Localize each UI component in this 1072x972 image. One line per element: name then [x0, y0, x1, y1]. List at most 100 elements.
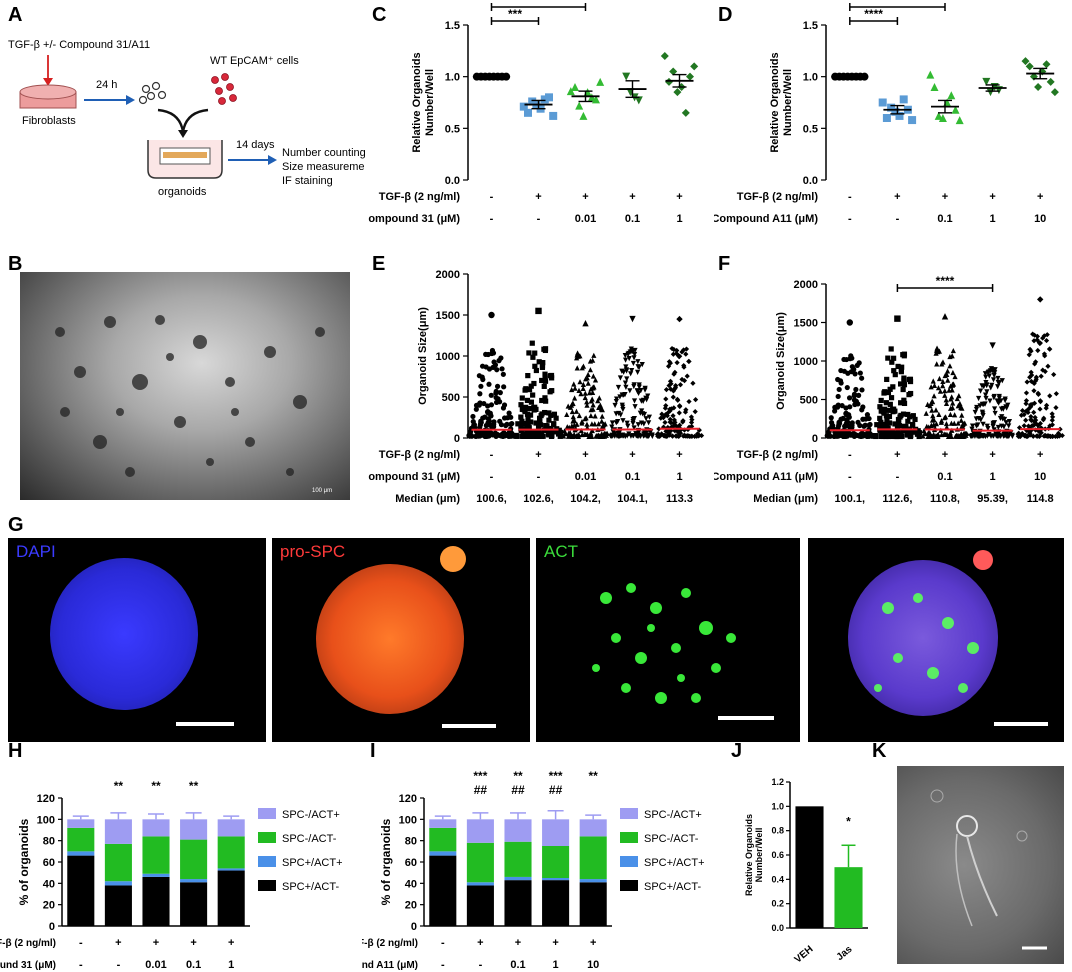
condition-row-label: TGF-β (2 ng/ml) — [737, 191, 819, 203]
bar-segment — [217, 868, 245, 871]
data-point — [855, 419, 861, 425]
data-point — [907, 414, 913, 420]
data-point — [506, 410, 512, 416]
data-point — [933, 407, 939, 413]
micrograph-texture: 100 μm — [55, 315, 332, 494]
data-point — [677, 353, 683, 359]
data-point — [942, 392, 948, 398]
data-point — [609, 420, 616, 426]
data-point — [950, 347, 956, 354]
merge-organoid — [848, 560, 998, 716]
condition-value: 0.1 — [625, 471, 640, 483]
data-point — [596, 395, 602, 401]
data-point — [590, 373, 596, 379]
data-point — [498, 433, 504, 439]
condition-row-label: Compound 31 (μM) — [368, 471, 460, 483]
data-point — [991, 395, 997, 401]
data-point — [526, 405, 532, 412]
data-point — [488, 311, 495, 319]
data-point — [828, 415, 834, 421]
data-point — [518, 427, 524, 434]
data-point — [490, 350, 497, 356]
data-point — [579, 420, 585, 426]
sig-stars: *** — [473, 769, 487, 783]
condition-row-label: Compound 31 (μM) — [368, 213, 460, 225]
data-point — [486, 381, 492, 387]
bar-segment — [142, 836, 170, 874]
data-point — [502, 72, 511, 81]
bar-segment — [142, 873, 170, 877]
data-point — [995, 379, 1001, 385]
data-point — [1019, 407, 1026, 414]
data-point — [527, 433, 534, 439]
sig-hashes: ## — [511, 783, 525, 797]
data-point — [900, 411, 907, 417]
fluor-act-image: ACT — [536, 538, 800, 742]
data-point — [634, 96, 643, 105]
data-point — [884, 421, 890, 427]
data-point — [554, 429, 560, 435]
data-point — [854, 362, 860, 368]
data-point — [682, 409, 689, 415]
y-tick-label: 1.0 — [771, 801, 784, 811]
data-point — [480, 415, 486, 421]
data-point — [1053, 391, 1059, 397]
data-point — [1034, 337, 1040, 343]
legend-swatch — [258, 856, 276, 867]
data-point — [586, 433, 592, 439]
act-dots — [592, 583, 736, 704]
data-point — [535, 433, 541, 439]
panel-letter-b: B — [8, 253, 23, 275]
y-tick-label: 80 — [43, 836, 55, 848]
data-point — [646, 433, 652, 439]
scale-text: 100 μm — [312, 488, 332, 494]
bar-segment — [104, 885, 132, 926]
y-tick-label: 2000 — [794, 279, 818, 291]
data-point — [912, 416, 918, 423]
data-point — [571, 433, 578, 439]
data-point — [675, 429, 681, 435]
data-point — [677, 403, 683, 409]
data-point — [547, 373, 554, 379]
chart-d-organoid-number-compoundA11: 0.0 0.5 1.0 1.5 Relative Organoids Number/Wel… — [714, 0, 1059, 225]
y-tick-label: 500 — [442, 392, 460, 404]
data-point — [480, 376, 486, 383]
data-point — [888, 346, 894, 352]
data-point — [583, 431, 589, 438]
data-point — [592, 377, 599, 383]
data-point — [948, 396, 954, 402]
data-point — [943, 420, 950, 427]
data-point — [888, 395, 895, 401]
data-point — [671, 421, 677, 427]
data-point — [477, 391, 483, 397]
data-point — [944, 368, 951, 374]
condition-value: + — [115, 937, 121, 949]
data-point — [882, 114, 891, 122]
channel-label-prospc: pro-SPC — [280, 542, 346, 561]
data-point — [622, 72, 631, 81]
data-point — [904, 431, 910, 437]
data-point — [835, 402, 841, 408]
legend-label: SPC-/ACT- — [282, 833, 337, 845]
data-point — [948, 420, 955, 426]
data-point — [1037, 340, 1043, 346]
scale-bar-dapi — [176, 722, 234, 726]
data-point — [980, 432, 986, 439]
sig-hashes: ## — [549, 783, 563, 797]
condition-value: + — [894, 449, 900, 461]
y-tick-label: 60 — [405, 857, 417, 869]
data-point — [629, 367, 635, 374]
data-point — [959, 412, 965, 418]
data-point — [484, 409, 491, 415]
y-tick-label: 0.2 — [771, 899, 784, 909]
data-point — [1025, 62, 1034, 71]
data-point — [846, 395, 853, 401]
data-point — [666, 431, 672, 437]
data-point — [500, 405, 507, 411]
data-point — [490, 364, 496, 370]
data-point — [900, 428, 906, 434]
panel-letter-a: A — [8, 4, 23, 26]
data-point — [1049, 422, 1055, 428]
data-point — [686, 358, 692, 365]
data-point — [599, 413, 605, 419]
